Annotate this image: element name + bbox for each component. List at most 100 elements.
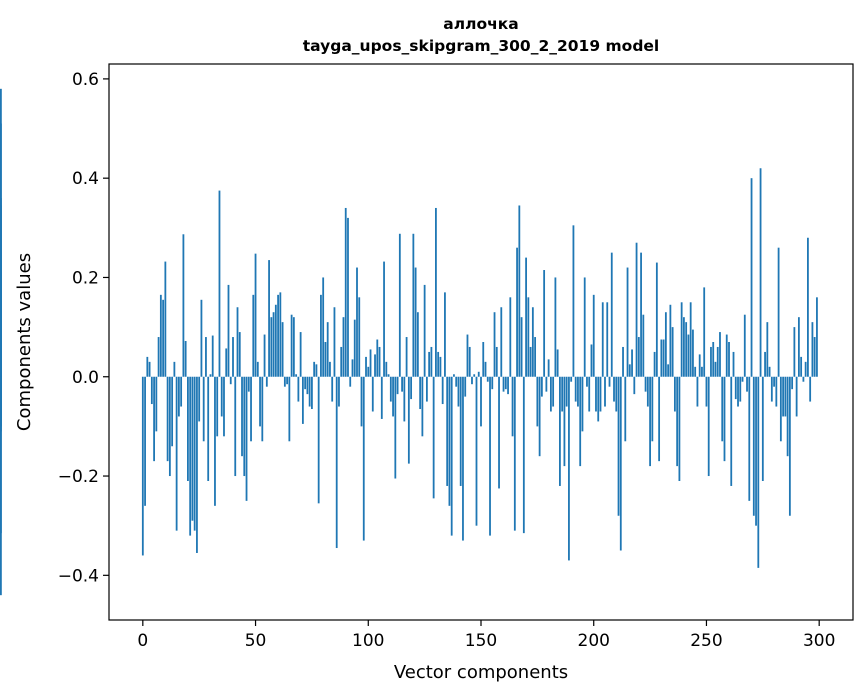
bar-component-1 [144, 376, 146, 506]
bar-component-231 [662, 339, 665, 377]
bar-component-269 [748, 376, 751, 501]
y-tick-label: −0.4 [58, 566, 99, 586]
bar-component-133 [441, 376, 444, 405]
bar-component-73 [306, 376, 309, 395]
bar-component-76 [313, 361, 316, 377]
bar-component-124 [421, 376, 424, 437]
bar-component-41 [234, 376, 237, 477]
bar-component-281 [775, 376, 778, 407]
bar-component-295 [807, 237, 809, 377]
bar-component-31 [211, 335, 214, 377]
y-axis-label: Components values [14, 253, 35, 431]
bar-component-67 [292, 317, 295, 377]
bar-component-196 [583, 277, 586, 377]
bar-component-241 [685, 322, 688, 377]
plot-frame [108, 63, 854, 621]
x-tick-label: 0 [137, 631, 148, 651]
bar-component-186 [561, 376, 564, 412]
y-tick-label: 0.0 [72, 368, 99, 388]
bar-component-69 [297, 376, 300, 402]
bar-component-230 [660, 339, 663, 377]
bar-component-101 [369, 349, 372, 377]
bar-component-203 [599, 376, 602, 412]
bar-component-35 [220, 376, 223, 417]
bar-component-274 [759, 168, 762, 377]
bar-component-57 [270, 317, 273, 377]
bar-component-232 [664, 312, 667, 377]
bar-component-255 [716, 346, 719, 377]
bar-component-139 [455, 376, 458, 387]
x-tick-label: 300 [803, 631, 835, 651]
bar-component-171 [527, 297, 530, 377]
bar-component-283 [779, 376, 782, 442]
bar-component-75 [311, 376, 313, 410]
bar-component-233 [667, 364, 670, 377]
bar-component-276 [764, 351, 766, 377]
bar-component-152 [484, 361, 487, 377]
bar-component-78 [317, 376, 320, 504]
bar-component-238 [678, 376, 681, 481]
bar-component-58 [272, 312, 275, 377]
bar-component-55 [265, 376, 268, 387]
bar-component-178 [543, 270, 546, 377]
bar-component-7 [157, 337, 160, 377]
bar-component-293 [802, 376, 805, 382]
bar-component-51 [256, 361, 259, 377]
bar-component-49 [252, 294, 255, 377]
bar-component-250 [705, 376, 708, 407]
bar-component-187 [563, 376, 566, 467]
bar-component-280 [773, 376, 775, 387]
bar-component-169 [522, 376, 525, 534]
bar-component-98 [362, 376, 365, 541]
bar-component-140 [457, 376, 460, 407]
bar-component-90 [344, 207, 347, 377]
bar-component-29 [207, 376, 210, 481]
bar-component-36 [223, 376, 225, 437]
bar-component-253 [712, 342, 715, 377]
bar-component-258 [723, 376, 726, 462]
x-tick-label: 200 [578, 631, 610, 651]
bar-component-237 [676, 376, 679, 467]
bar-component-125 [423, 284, 426, 377]
bar-component-267 [743, 314, 746, 377]
bar-component-9 [162, 299, 165, 377]
bar-component-192 [574, 376, 577, 402]
bar-component-247 [698, 354, 701, 377]
bar-component-undefined [0, 376, 2, 534]
bar-component-130 [435, 207, 437, 377]
bar-component-83 [329, 361, 331, 377]
bar-component-93 [351, 359, 354, 377]
bar-component-120 [412, 233, 415, 377]
bar-component-146 [471, 376, 473, 385]
bar-component-39 [229, 376, 232, 385]
bar-component-159 [500, 307, 503, 377]
bar-component-150 [480, 376, 482, 427]
bar-component-136 [448, 376, 451, 506]
y-tick-label: −0.2 [58, 467, 99, 487]
bar-component-176 [538, 376, 541, 457]
bar-component-59 [274, 304, 277, 377]
bar-component-239 [680, 302, 683, 377]
bar-component-113 [396, 376, 399, 395]
x-tick-label: 50 [245, 631, 267, 651]
bar-component-266 [741, 376, 744, 382]
bar-component-71 [301, 376, 304, 424]
bar-component-77 [315, 364, 318, 377]
bar-component-202 [597, 376, 600, 422]
bar-component-23 [193, 376, 196, 531]
bar-component-87 [338, 376, 340, 407]
bar-component-0 [141, 376, 144, 556]
bar-component-21 [189, 376, 192, 536]
bar-component-224 [646, 376, 649, 407]
bar-component-261 [730, 376, 733, 486]
bar-component-294 [804, 361, 807, 377]
bar-component-205 [604, 376, 606, 407]
bar-component-52 [259, 376, 261, 427]
bar-component-149 [477, 371, 480, 377]
bar-component-143 [464, 376, 467, 397]
bar-component-27 [202, 376, 205, 442]
bar-component-246 [696, 376, 699, 407]
bar-component-109 [387, 374, 390, 377]
bar-component-282 [777, 247, 780, 377]
bar-component-80 [322, 277, 325, 377]
